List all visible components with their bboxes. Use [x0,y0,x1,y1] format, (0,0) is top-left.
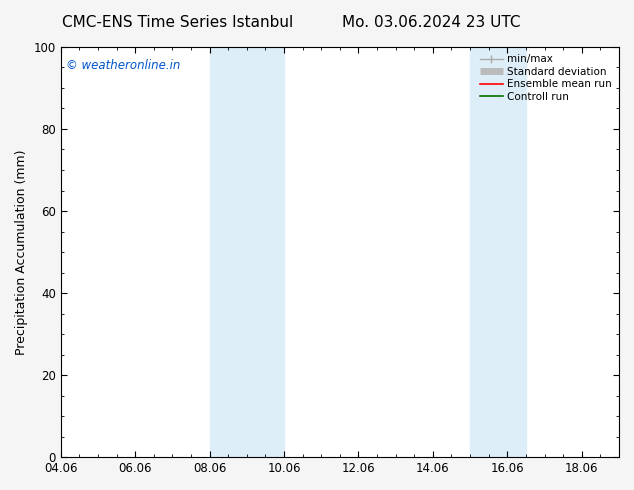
Bar [470,47,526,457]
Text: CMC-ENS Time Series Istanbul: CMC-ENS Time Series Istanbul [62,15,293,30]
Text: © weatheronline.in: © weatheronline.in [66,59,181,72]
Text: Mo. 03.06.2024 23 UTC: Mo. 03.06.2024 23 UTC [342,15,521,30]
Legend: min/max, Standard deviation, Ensemble mean run, Controll run: min/max, Standard deviation, Ensemble me… [476,50,616,106]
Y-axis label: Precipitation Accumulation (mm): Precipitation Accumulation (mm) [15,149,28,355]
Bar [210,47,284,457]
